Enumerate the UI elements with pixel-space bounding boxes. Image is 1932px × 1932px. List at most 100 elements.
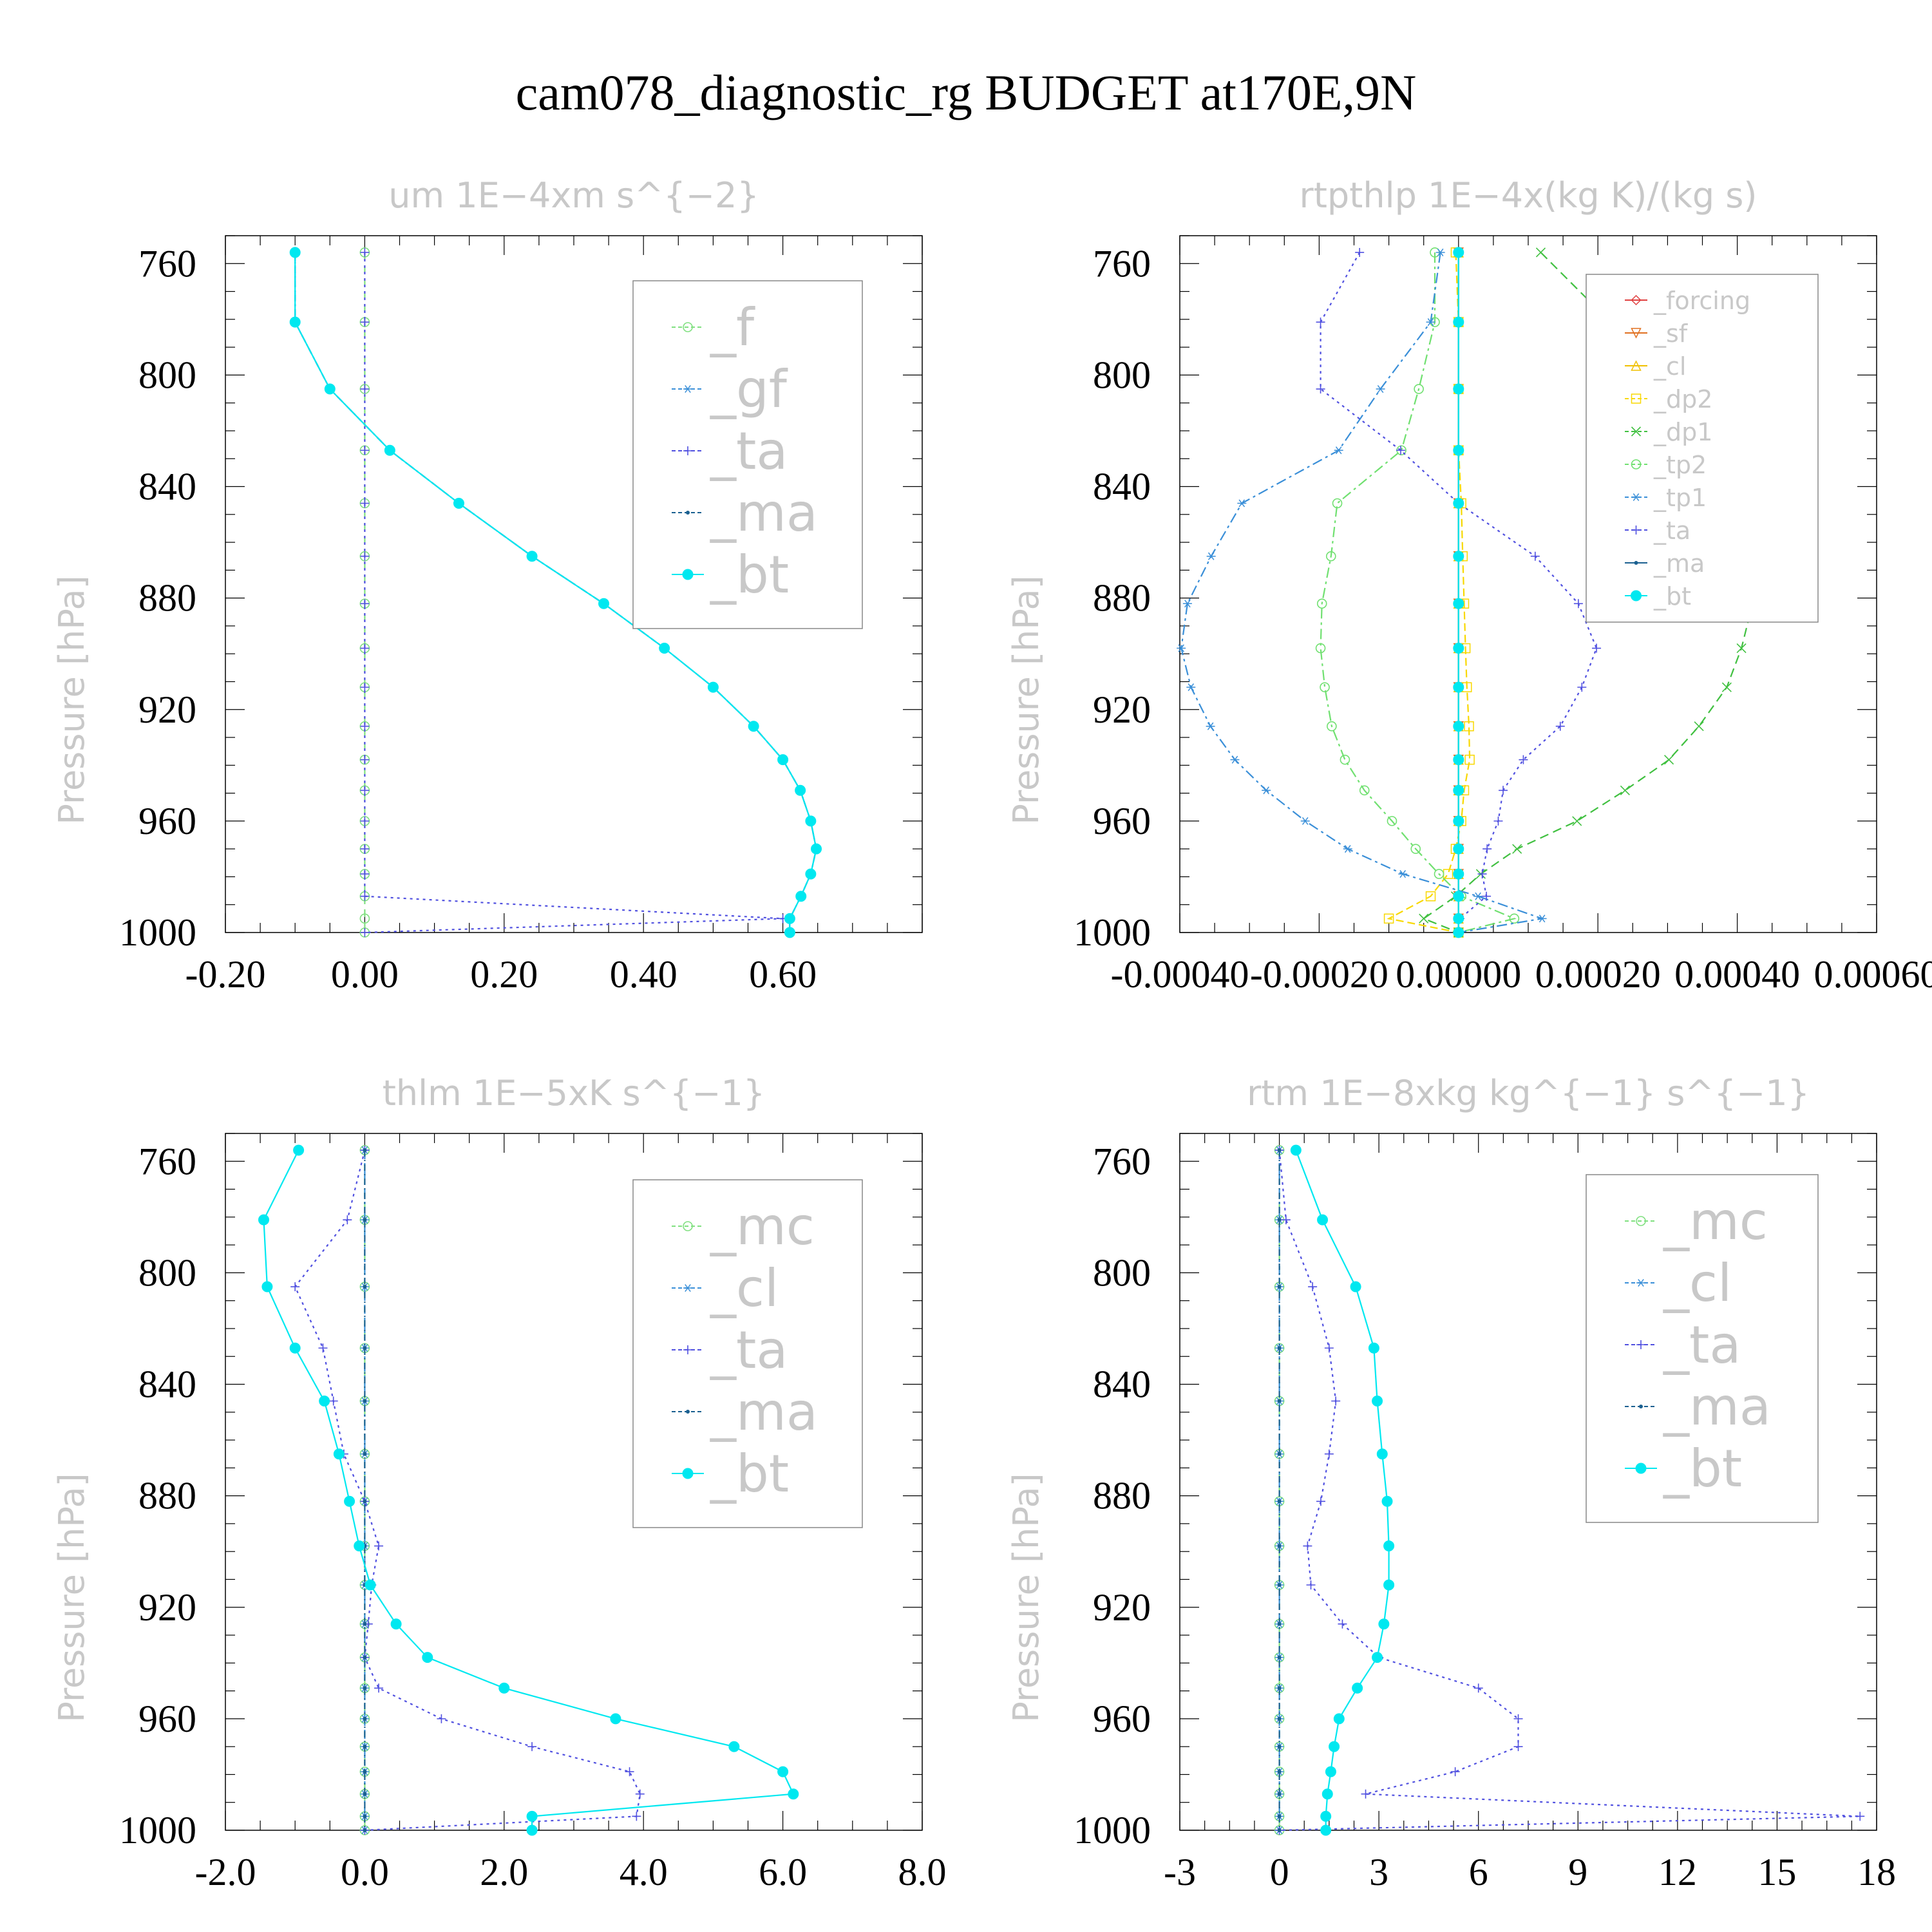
data-point — [360, 816, 370, 826]
data-point — [1434, 869, 1444, 879]
legend-marker — [1636, 1340, 1645, 1349]
x-tick-label: 18 — [1857, 1851, 1896, 1893]
y-tick-label: 1000 — [119, 1809, 196, 1852]
data-point — [293, 1144, 305, 1156]
data-point — [363, 1452, 367, 1456]
data-point — [1237, 499, 1247, 507]
y-tick-label: 1000 — [1074, 911, 1151, 954]
data-point — [319, 1395, 330, 1406]
data-point — [1325, 551, 1336, 562]
data-point — [1512, 844, 1522, 854]
data-point — [1620, 785, 1630, 795]
series-line — [294, 1150, 641, 1832]
legend-marker — [1631, 493, 1641, 502]
data-point — [1453, 643, 1464, 654]
y-tick-label: 760 — [1093, 1140, 1151, 1182]
data-point — [1316, 598, 1327, 609]
data-point — [1316, 317, 1325, 327]
data-point — [1519, 755, 1528, 764]
data-point — [1453, 927, 1464, 938]
data-point — [598, 598, 610, 609]
series-line — [1320, 252, 1598, 933]
legend-label: _ma — [710, 1382, 818, 1442]
data-point — [360, 891, 370, 901]
legend-item: _ma — [672, 483, 818, 543]
data-point — [1368, 1342, 1379, 1354]
legend-marker — [1634, 561, 1638, 565]
y-tick-label: 800 — [138, 1251, 196, 1294]
data-point — [1577, 683, 1587, 692]
legend-box — [632, 1179, 863, 1528]
data-point — [1453, 551, 1464, 562]
series-dp2 — [1383, 247, 1475, 938]
legend: _mc_cl_ta_ma_bt — [1586, 1174, 1819, 1523]
data-point — [1573, 599, 1583, 609]
series-ma — [1277, 1148, 1282, 1832]
legend-label: _f — [710, 298, 755, 357]
data-point — [1855, 1812, 1865, 1821]
data-point — [360, 446, 370, 455]
y-tick-label: 920 — [138, 1586, 196, 1629]
legend-marker — [1635, 1463, 1647, 1474]
data-point — [1331, 1396, 1341, 1406]
data-point — [1381, 1495, 1393, 1507]
data-point — [1387, 816, 1397, 826]
legend-marker — [1631, 328, 1642, 339]
x-tick-label: 4.0 — [620, 1851, 668, 1893]
data-point — [1206, 552, 1216, 560]
data-point — [360, 869, 370, 879]
y-tick-label: 960 — [138, 800, 196, 842]
data-point — [360, 498, 370, 508]
series-ta — [290, 1145, 645, 1835]
data-point — [1206, 722, 1215, 730]
legend-marker — [1636, 1216, 1646, 1226]
data-point — [526, 1824, 538, 1836]
data-point — [1277, 1655, 1282, 1660]
data-point — [1324, 1449, 1334, 1459]
data-point — [1277, 1745, 1282, 1749]
data-point — [1277, 1716, 1282, 1721]
data-point — [363, 1716, 367, 1721]
data-point — [363, 1399, 367, 1403]
series-bt — [1290, 1144, 1395, 1836]
legend-item: _sf — [1625, 319, 1689, 348]
data-point — [777, 754, 789, 766]
x-tick-label: 0.20 — [470, 953, 538, 996]
data-point — [526, 551, 538, 562]
data-point — [1281, 1215, 1291, 1225]
legend-item: _gf — [672, 359, 788, 419]
data-point — [360, 721, 370, 731]
legend-item: _dp2 — [1625, 385, 1712, 413]
legend-label: _sf — [1653, 319, 1689, 348]
x-tick-label: 0 — [1270, 1851, 1289, 1893]
legend: _f_gf_ta_ma_bt — [632, 280, 863, 629]
data-point — [784, 927, 795, 938]
legend-marker — [1631, 426, 1642, 437]
panel-title: thlm 1E−5xK s^{−1} — [383, 1073, 765, 1113]
data-point — [1334, 446, 1343, 455]
legend-marker — [683, 384, 692, 393]
legend-marker — [1631, 393, 1642, 404]
x-tick-label: 12 — [1658, 1851, 1697, 1893]
data-point — [1376, 1448, 1388, 1460]
data-point — [707, 681, 719, 693]
x-tick-label: 8.0 — [898, 1851, 947, 1893]
data-point — [748, 721, 759, 732]
y-axis-label: Pressure [hPa] — [1006, 575, 1046, 824]
data-point — [1376, 384, 1385, 393]
legend-label: _dp1 — [1653, 418, 1712, 446]
legend-marker — [1631, 360, 1642, 371]
legend-marker — [683, 446, 692, 455]
x-tick-label: 0.00000 — [1396, 953, 1521, 996]
data-point — [422, 1652, 433, 1663]
data-point — [360, 928, 370, 937]
data-point — [1721, 682, 1732, 692]
data-point — [324, 383, 336, 395]
data-point — [360, 786, 370, 795]
legend-item: _bt — [1625, 1439, 1742, 1499]
legend-item: _bt — [672, 1444, 789, 1504]
legend-label: _tp2 — [1653, 451, 1707, 479]
data-point — [1359, 785, 1370, 796]
legend-label: _cl — [1653, 352, 1686, 381]
data-point — [1453, 815, 1464, 827]
